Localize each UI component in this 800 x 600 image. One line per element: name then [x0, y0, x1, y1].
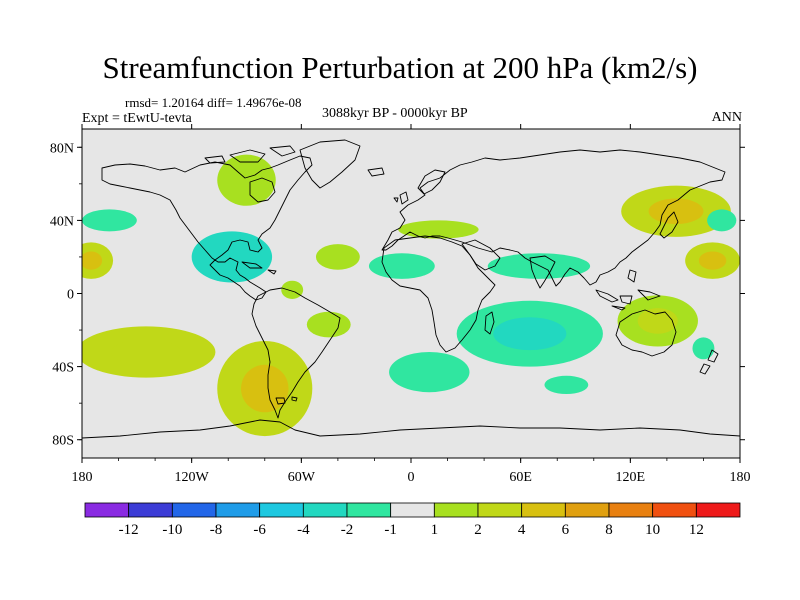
anomaly-field — [82, 154, 740, 437]
colorbar-swatch-14 — [695, 502, 741, 518]
anomaly-region-3 — [82, 209, 137, 232]
coastline-british-isles — [393, 191, 409, 205]
colorbar-swatch-11 — [564, 502, 610, 518]
anomaly-region-16 — [487, 253, 591, 279]
colorbar-label-5: -2 — [341, 522, 354, 538]
anomaly-core-8 — [111, 339, 181, 365]
lon-tick-label-3: 0 — [408, 470, 415, 485]
coastline-madagascar — [484, 311, 495, 335]
coastline-tierra-del-fuego — [275, 396, 298, 405]
anomaly-region-5 — [217, 154, 276, 206]
coastline-eurasia — [381, 149, 726, 287]
coastline-antarctica — [82, 419, 740, 439]
colorbar-swatch-4 — [259, 502, 304, 518]
lat-tick-label-3: 40S — [52, 361, 74, 376]
anomaly-region-12 — [368, 253, 435, 279]
anomaly-region-15 — [544, 375, 589, 395]
colorbar-label-11: 8 — [605, 522, 613, 538]
anomaly-core-1 — [698, 251, 727, 270]
period-line: 3088kyr BP - 0000kyr BP — [322, 106, 468, 121]
lon-tick-label-2: 60W — [288, 470, 316, 485]
anomaly-region-11 — [398, 220, 479, 239]
colorbar-label-12: 10 — [645, 522, 660, 538]
anomaly-region-10 — [306, 311, 351, 338]
anomaly-core-14 — [493, 317, 567, 351]
season-label: ANN — [711, 110, 742, 125]
anomaly-region-19 — [692, 337, 715, 360]
lat-tick-label-1: 40N — [50, 214, 74, 229]
coastline-japan — [659, 211, 679, 239]
colorbar-swatch-3 — [215, 502, 261, 518]
anomaly-core-9 — [241, 364, 289, 413]
coastline-hudson-bay — [249, 177, 276, 203]
coastline-caribbean — [241, 261, 277, 275]
coastlines — [82, 139, 740, 439]
colorbar-label-8: 2 — [474, 522, 482, 538]
stats-line: rmsd= 1.20164 diff= 1.49676e-08 — [125, 95, 302, 110]
colorbar-label-10: 6 — [562, 522, 570, 538]
lon-tick-label-1: 120W — [175, 470, 210, 485]
coastline-iceland — [367, 167, 385, 177]
coastline-scandinavia — [417, 169, 446, 195]
coastline-australia — [615, 309, 677, 357]
colorbar-swatch-13 — [652, 502, 697, 518]
colorbar-swatch-8 — [433, 502, 479, 518]
coastline-africa — [381, 235, 496, 353]
anomaly-region-18 — [707, 209, 737, 232]
lon-tick-label-4: 60E — [509, 470, 532, 485]
lat-tick-label-2: 0 — [67, 288, 74, 303]
lon-tick-label-6: 180 — [730, 470, 751, 485]
coastline-new-zealand — [699, 349, 719, 375]
anomaly-core-2 — [82, 251, 103, 270]
map-axes: 80N 40N 0 40S 80S 180 120W 60W 0 60E 120E 180 — [50, 124, 751, 485]
colorbar-label-1: -10 — [162, 522, 182, 538]
colorbar-label-13: 12 — [689, 522, 704, 538]
coastline-india — [529, 255, 556, 289]
coastline-south-america — [251, 287, 341, 419]
anomaly-region-6 — [315, 244, 360, 270]
colorbar-swatch-5 — [302, 502, 348, 518]
colorbar-label-7: 1 — [431, 522, 439, 538]
anomaly-core-4 — [211, 244, 252, 270]
coastline-greenland — [299, 139, 361, 189]
colorbar: -12 -10 -8 -6 -4 -2 -1 1 2 4 6 8 10 12 — [84, 502, 741, 538]
colorbar-swatch-7 — [390, 502, 435, 518]
experiment-line: Expt = tEwtU-tevta — [82, 111, 192, 126]
lon-tick-label-5: 120E — [616, 470, 646, 485]
anomaly-core-17 — [637, 308, 678, 334]
map-background — [82, 129, 740, 458]
colorbar-label-0: -12 — [119, 522, 139, 538]
anomaly-region-13 — [389, 351, 470, 393]
colorbar-label-6: -1 — [384, 522, 397, 538]
coastline-north-america — [101, 155, 313, 301]
colorbar-swatch-6 — [346, 502, 392, 518]
lat-tick-label-0: 80N — [50, 141, 74, 156]
colorbar-swatch-2 — [171, 502, 217, 518]
colorbar-swatch-10 — [521, 502, 566, 518]
coastline-maritime-continent — [595, 269, 661, 311]
colorbar-swatch-9 — [477, 502, 523, 518]
lat-tick-label-4: 80S — [52, 434, 74, 449]
lon-tick-label-0: 180 — [72, 470, 93, 485]
colorbar-label-2: -8 — [210, 522, 223, 538]
anomaly-core-0 — [648, 198, 704, 225]
colorbar-label-3: -6 — [253, 522, 266, 538]
colorbar-swatch-12 — [608, 502, 654, 518]
colorbar-swatch-0 — [84, 502, 130, 518]
colorbar-label-9: 4 — [518, 522, 526, 538]
coastline-arabia — [461, 239, 501, 271]
coastline-arctic-islands — [204, 145, 296, 164]
plot-title: Streamfunction Perturbation at 200 hPa (… — [102, 50, 698, 85]
colorbar-label-4: -4 — [297, 522, 310, 538]
anomaly-region-7 — [281, 280, 304, 299]
colorbar-swatch-1 — [128, 502, 173, 518]
